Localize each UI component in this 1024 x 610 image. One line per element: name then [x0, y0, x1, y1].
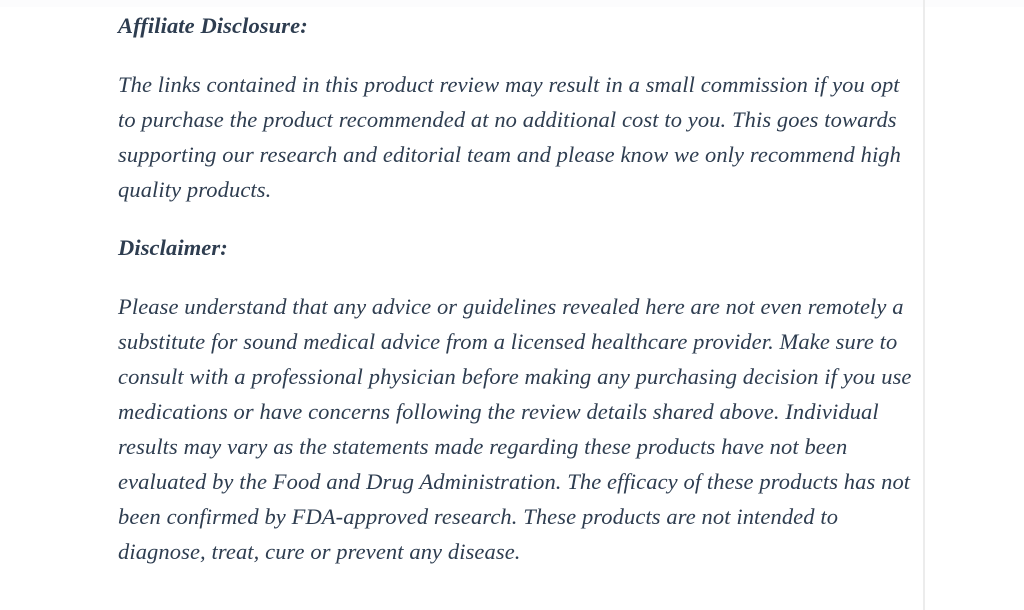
disclaimer-text: Please understand that any advice or gui…: [118, 294, 912, 564]
content-edge-divider: [923, 0, 925, 610]
affiliate-disclosure-text: The links contained in this product revi…: [118, 72, 901, 202]
affiliate-disclosure-heading: Affiliate Disclosure:: [118, 13, 308, 38]
disclaimer-heading: Disclaimer:: [118, 235, 228, 260]
article-content: Affiliate Disclosure: The links containe…: [118, 10, 922, 594]
page-top-strip: [0, 0, 1024, 7]
disclaimer-section: Disclaimer: Please understand that any a…: [118, 232, 922, 569]
affiliate-disclosure-section: Affiliate Disclosure: The links containe…: [118, 10, 922, 207]
